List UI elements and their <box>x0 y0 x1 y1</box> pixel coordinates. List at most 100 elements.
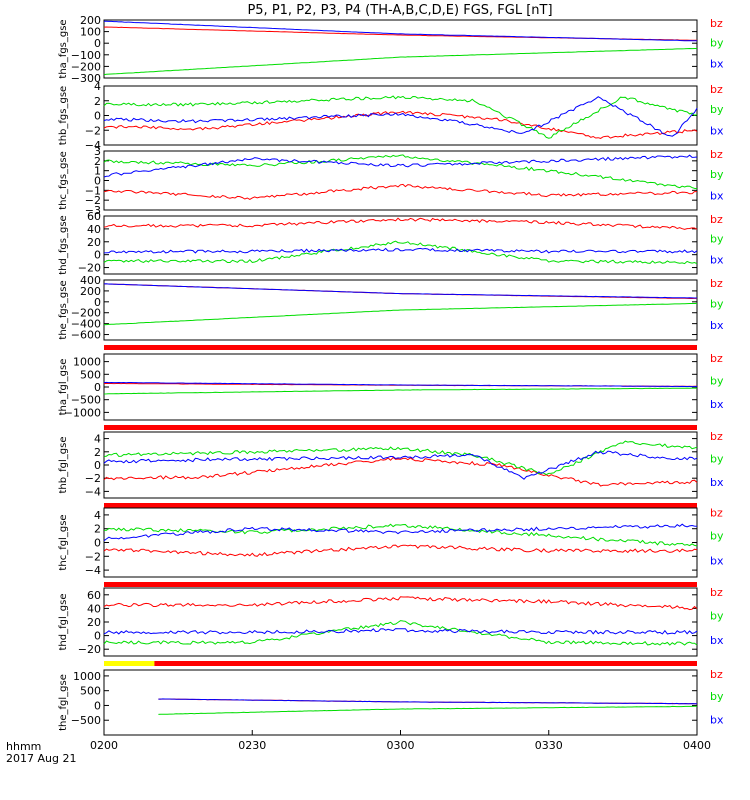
y-tick-label: −500 <box>71 714 101 727</box>
y-tick-label: 200 <box>80 14 101 27</box>
series-line-bz <box>103 217 698 230</box>
y-tick-label: 2 <box>94 446 101 459</box>
y-tick-label: −1 <box>85 184 101 197</box>
y-tick-label: −2 <box>85 550 101 563</box>
panel-thc_fgl_gse: thc_fgl_gse 420−2−4 bz by bx <box>58 506 724 587</box>
y-axis-label: tha_fgl_gse <box>58 359 69 416</box>
y-tick-label: 40 <box>87 223 101 236</box>
y-tick-label: 20 <box>87 236 101 249</box>
series-line-bx <box>104 20 698 42</box>
time-axis-label-date: 2017 Aug 21 <box>6 752 76 765</box>
panel-frame <box>103 353 698 421</box>
panel-frame <box>103 279 698 341</box>
y-tick-label: 2 <box>94 95 101 108</box>
flag-bar-yellow <box>104 661 155 666</box>
flag-bar-red <box>104 582 697 587</box>
series-line-bx <box>103 381 698 388</box>
panel-frame <box>103 150 698 211</box>
panel-frame <box>103 215 698 275</box>
y-tick-label: −300 <box>71 72 101 85</box>
y-tick-label: 0 <box>94 381 101 394</box>
legend-bz: bz <box>710 83 723 96</box>
legend-bx: bx <box>710 319 724 332</box>
legend-bx: bx <box>710 476 724 489</box>
y-tick-label: −500 <box>71 394 101 407</box>
y-axis-label: the_fgs_gse <box>58 280 69 339</box>
y-tick-label: 0 <box>94 296 101 309</box>
series-line-bz <box>103 110 698 139</box>
y-tick-label: −20 <box>78 262 101 275</box>
y-tick-label: 60 <box>87 210 101 223</box>
panel-thb_fgs_gse: thb_fgs_gse 4 2 0−2 −4 bz by bx <box>58 80 724 152</box>
series-line-bz <box>103 456 698 487</box>
legend-bx: bx <box>710 124 724 137</box>
y-axis-label: thb_fgs_gse <box>58 86 69 145</box>
y-axis-label: tha_fgs_gse <box>58 19 69 78</box>
y-tick-label: 0 <box>94 37 101 50</box>
y-tick-label: 4 <box>94 80 101 93</box>
legend-bz: bz <box>710 17 723 30</box>
legend-by: by <box>710 609 724 622</box>
series-line-bx <box>103 283 697 299</box>
y-tick-label: 40 <box>87 602 101 615</box>
y-tick-label: −400 <box>71 318 101 331</box>
y-tick-label: 0 <box>94 699 101 712</box>
series-line-by <box>103 302 698 326</box>
y-tick-label: 100 <box>80 26 101 39</box>
x-tick-label: 0400 <box>683 739 711 752</box>
y-tick-label: 60 <box>87 589 101 602</box>
legend-bx: bx <box>710 254 724 267</box>
y-tick-label: −4 <box>85 139 101 152</box>
y-tick-label: 20 <box>87 616 101 629</box>
y-tick-label: 1 <box>94 165 101 178</box>
legend-bz: bz <box>710 213 723 226</box>
series-line-bx <box>158 698 697 705</box>
y-tick-label: −2 <box>85 472 101 485</box>
legend-bx: bx <box>710 555 724 568</box>
legend-by: by <box>710 233 724 246</box>
series-line-by <box>103 523 698 547</box>
legend-bx: bx <box>710 713 724 726</box>
y-tick-label: 2 <box>94 523 101 536</box>
y-axis-label: thc_fgs_gse <box>58 151 69 210</box>
flag-bar-red <box>154 661 697 666</box>
x-tick-label: 0330 <box>535 739 563 752</box>
y-tick-label: −200 <box>71 60 101 73</box>
series-line-bx <box>103 96 698 137</box>
legend-by: by <box>710 298 724 311</box>
y-tick-label: 0 <box>94 249 101 262</box>
x-tick-label: 0300 <box>387 739 415 752</box>
y-tick-label: 0 <box>94 630 101 643</box>
legend-bz: bz <box>710 352 723 365</box>
series-line-by <box>103 95 698 139</box>
y-tick-label: −200 <box>71 307 101 320</box>
y-tick-label: 500 <box>80 368 101 381</box>
y-tick-label: −4 <box>85 564 101 577</box>
legend-bz: bz <box>710 506 723 519</box>
series-line-by <box>103 47 697 76</box>
series-line-bx <box>103 450 698 480</box>
flag-bar-red <box>104 503 697 508</box>
legend-bx: bx <box>710 189 724 202</box>
y-tick-label: 0 <box>94 110 101 123</box>
series-line-bz <box>103 183 697 200</box>
y-tick-label: −1000 <box>64 406 101 419</box>
y-tick-label: 0 <box>94 537 101 550</box>
series-line-bz <box>103 596 698 611</box>
legend-bz: bz <box>710 586 723 599</box>
y-tick-label: −4 <box>85 485 101 498</box>
y-tick-label: 200 <box>80 285 101 298</box>
y-tick-label: 400 <box>80 274 101 287</box>
y-axis-label: thb_fgl_gse <box>58 437 69 494</box>
legend-by: by <box>710 530 724 543</box>
panel-thb_fgl_gse: thb_fgl_gse 420−2−4 bz by bx <box>58 430 724 508</box>
legend-by: by <box>710 690 724 703</box>
panel-frame <box>103 507 698 578</box>
y-tick-label: −2 <box>85 194 101 207</box>
